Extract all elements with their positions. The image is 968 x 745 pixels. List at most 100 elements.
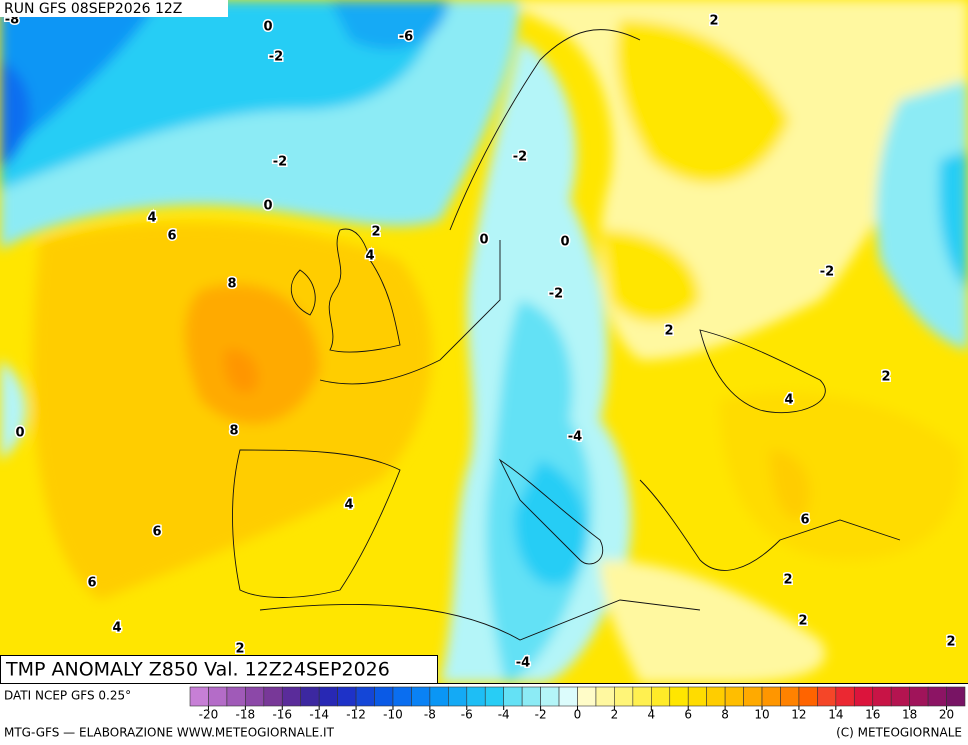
map-title: TMP ANOMALY Z850 Val. 12Z24SEP2026 <box>5 659 390 681</box>
colorbar-tick-label: -8 <box>424 708 436 722</box>
footer-right: (C) METEOGIORNALE <box>836 726 962 740</box>
color-swatch <box>595 686 615 707</box>
color-swatch <box>484 686 504 707</box>
colorbar-tick-label: 16 <box>865 708 880 722</box>
contour-label: -2 <box>273 155 287 170</box>
contour-label: 4 <box>344 498 353 513</box>
colorbar-tick-label: 8 <box>721 708 729 722</box>
color-swatch <box>245 686 265 707</box>
contour-label: 4 <box>365 249 374 264</box>
color-swatch <box>189 686 209 707</box>
contour-label: -2 <box>269 50 283 65</box>
contour-label: 4 <box>147 211 156 226</box>
contour-label: 4 <box>112 621 121 636</box>
color-swatch <box>743 686 763 707</box>
contour-label: 2 <box>235 642 244 657</box>
contour-label: -2 <box>820 265 834 280</box>
colorbar-tick-label: -10 <box>383 708 403 722</box>
contour-label: 2 <box>371 225 380 240</box>
color-swatch <box>263 686 283 707</box>
contour-label: 0 <box>15 426 24 441</box>
contour-label: 2 <box>709 14 718 29</box>
color-swatch <box>687 686 707 707</box>
color-swatch <box>448 686 468 707</box>
color-swatch <box>780 686 800 707</box>
color-swatch <box>706 686 726 707</box>
footer-left: MTG-GFS — ELABORAZIONE WWW.METEOGIORNALE… <box>4 726 335 740</box>
run-info: RUN GFS 08SEP2026 12Z <box>4 1 182 17</box>
contour-label: 2 <box>664 324 673 339</box>
colorbar-tick-label: 18 <box>902 708 917 722</box>
contour-label: 8 <box>227 277 236 292</box>
contour-label: -4 <box>568 430 582 445</box>
contour-label: 6 <box>152 525 161 540</box>
colorbar-tick-label: 2 <box>611 708 619 722</box>
colorbar-tick-label: 4 <box>647 708 655 722</box>
colorbar-tick-label: -6 <box>461 708 473 722</box>
coastlines <box>232 29 901 641</box>
color-swatch <box>337 686 357 707</box>
colorbar-tick-label: 6 <box>684 708 692 722</box>
colorbar-tick-label: -18 <box>236 708 256 722</box>
color-swatch <box>208 686 228 707</box>
colorbar-tick-label: -20 <box>199 708 219 722</box>
colorbar-tick-label: 14 <box>828 708 843 722</box>
colorbar-tick-label: 0 <box>574 708 582 722</box>
anomaly-shading <box>0 0 968 683</box>
color-swatch <box>318 686 338 707</box>
color-swatch <box>300 686 320 707</box>
color-swatch <box>927 686 947 707</box>
colorbar: -20 -18 -16 -14 -12 -10 -8 -6 -4 -2 0 2 4 6 8 10 12 14 16 1… <box>189 686 966 722</box>
contour-label: 2 <box>783 573 792 588</box>
contour-label: -2 <box>513 150 527 165</box>
contour-label: -4 <box>516 656 530 671</box>
color-swatch <box>890 686 910 707</box>
contour-label: 0 <box>263 199 272 214</box>
contour-label: 8 <box>229 424 238 439</box>
color-swatch <box>374 686 394 707</box>
colorbar-tick-label: -4 <box>498 708 510 722</box>
contour-label: 6 <box>167 229 176 244</box>
color-swatch <box>817 686 837 707</box>
color-swatch <box>540 686 560 707</box>
color-swatch <box>392 686 412 707</box>
color-swatch <box>798 686 818 707</box>
contour-label: 2 <box>798 614 807 629</box>
title-box <box>0 655 438 683</box>
run-box <box>0 0 228 17</box>
color-swatch <box>872 686 892 707</box>
color-swatch <box>669 686 689 707</box>
color-swatch <box>226 686 246 707</box>
contour-label: 2 <box>881 370 890 385</box>
color-swatch <box>558 686 578 707</box>
color-swatch <box>521 686 541 707</box>
contour-label: 6 <box>87 576 96 591</box>
colorbar-tick-label: -2 <box>535 708 547 722</box>
contour-label: 4 <box>784 393 793 408</box>
colorbar-tick-label: 20 <box>939 708 954 722</box>
color-swatch <box>909 686 929 707</box>
color-swatch <box>835 686 855 707</box>
colorbar-tick-label: -16 <box>272 708 292 722</box>
color-swatch <box>853 686 874 707</box>
color-swatch <box>724 686 744 707</box>
color-swatch <box>632 686 652 707</box>
colorbar-tick-label: -14 <box>309 708 329 722</box>
contour-label: 0 <box>560 235 569 250</box>
colorbar-tick-label: 10 <box>754 708 769 722</box>
contour-label: -2 <box>549 287 563 302</box>
data-source: DATI NCEP GFS 0.25° <box>4 689 131 703</box>
contour-label: 0 <box>479 233 488 248</box>
contour-label: 2 <box>946 635 955 650</box>
color-swatch <box>761 686 781 707</box>
colorbar-tick-label: -12 <box>346 708 366 722</box>
contour-label: -6 <box>399 30 413 45</box>
color-swatch <box>946 686 966 707</box>
contour-label: 0 <box>263 20 272 35</box>
color-swatch <box>429 686 449 707</box>
color-swatch <box>651 686 671 707</box>
color-swatch <box>577 686 597 707</box>
color-swatch <box>281 686 302 707</box>
